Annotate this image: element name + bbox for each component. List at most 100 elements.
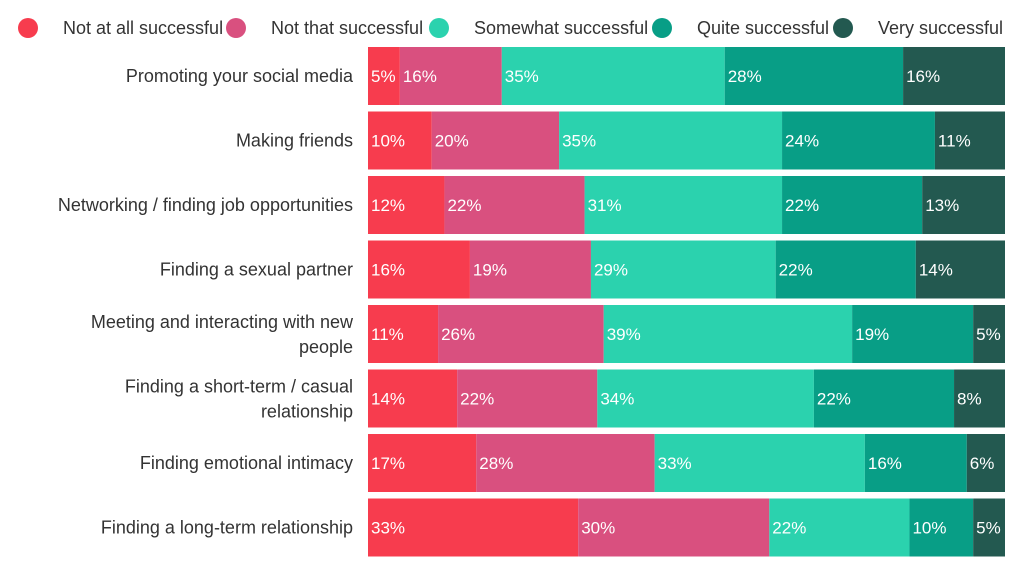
category-label: Finding emotional intimacy <box>140 453 353 473</box>
data-label: 28% <box>479 454 513 473</box>
data-label: 11% <box>938 132 971 151</box>
data-label: 26% <box>441 325 475 344</box>
bar-segment-not-at-all-successful <box>368 111 432 170</box>
bar-row-finding-a-long-term-relationship: 33% 30% 22% 10% 5% <box>368 498 1005 557</box>
data-label: 22% <box>817 390 851 409</box>
bar-segment-somewhat-successful <box>501 47 725 105</box>
bar-row-meeting-and-interacting-with-new-people: 11% 26% 39% 19% 5% <box>368 305 1005 363</box>
data-label: 19% <box>473 261 507 280</box>
bar-segment-not-that-successful <box>444 176 585 234</box>
data-label: 30% <box>581 519 615 538</box>
legend-swatch-somewhat-successful <box>429 18 449 38</box>
data-label: 33% <box>658 454 692 473</box>
category-label-line: relationship <box>261 402 353 422</box>
legend-item-not-that-successful: Not that successful <box>226 18 423 38</box>
category-label: Promoting your social media <box>126 66 354 86</box>
legend-label: Somewhat successful <box>474 18 648 38</box>
category-label-line: Finding a long-term relationship <box>101 518 353 538</box>
data-label: 12% <box>371 196 405 215</box>
data-label: 28% <box>728 67 762 86</box>
bar-segment-quite-successful <box>724 47 904 105</box>
data-label: 13% <box>925 196 959 215</box>
bar-segment-very-successful <box>922 176 1005 234</box>
data-label: 39% <box>607 325 641 344</box>
data-label: 34% <box>600 390 634 409</box>
bar-row-networking-finding-job-opportunities: 12% 22% 31% 22% 13% <box>368 176 1005 234</box>
data-label: 10% <box>371 132 405 151</box>
bar-segment-somewhat-successful <box>769 498 910 557</box>
category-label-line: Finding emotional intimacy <box>140 453 353 473</box>
data-label: 29% <box>594 261 628 280</box>
legend-swatch-very-successful <box>833 18 853 38</box>
legend-swatch-not-at-all-successful <box>18 18 38 38</box>
bar-segment-not-at-all-successful <box>368 305 439 363</box>
bar-segment-not-that-successful <box>457 369 598 428</box>
category-labels: Promoting your social media Making friend… <box>58 66 354 538</box>
bar-segment-somewhat-successful <box>584 176 783 234</box>
bar-row-promoting-your-social-media: 5% 16% 35% 28% 16% <box>368 47 1005 105</box>
data-label: 35% <box>562 132 596 151</box>
data-label: 5% <box>976 519 1001 538</box>
bar-segment-not-that-successful <box>476 434 655 492</box>
data-label: 22% <box>460 390 494 409</box>
data-label: 35% <box>505 67 539 86</box>
legend: Not at all successful Not that successful… <box>18 18 1003 38</box>
bar-segment-not-at-all-successful <box>368 176 445 234</box>
bar-segment-very-successful <box>915 240 1005 299</box>
bar-row-finding-emotional-intimacy: 17% 28% 33% 16% 6% <box>368 434 1005 492</box>
category-label-line: people <box>299 337 353 357</box>
bar-segment-quite-successful <box>775 240 916 299</box>
legend-label: Quite successful <box>697 18 829 38</box>
bar-row-making-friends: 10% 20% 35% 24% 11% <box>368 111 1005 170</box>
data-label: 33% <box>371 519 405 538</box>
legend-label: Not at all successful <box>63 18 223 38</box>
legend-label: Not that successful <box>271 18 423 38</box>
data-label: 20% <box>435 132 469 151</box>
data-label: 14% <box>371 390 405 409</box>
bar-segment-quite-successful <box>909 498 974 557</box>
bars: 5% 16% 35% 28% 16% 10% 20% 35% 24% 11% 12% 22% 31% 22… <box>368 47 1005 557</box>
bar-segment-not-that-successful <box>431 111 560 170</box>
bar-segment-somewhat-successful <box>603 305 853 363</box>
data-label: 10% <box>912 519 946 538</box>
bar-segment-very-successful <box>954 369 1005 428</box>
bar-row-finding-a-short-term-casual-relationship: 14% 22% 34% 22% 8% <box>368 369 1005 428</box>
bar-segment-very-successful <box>966 434 1005 492</box>
legend-item-quite-successful: Quite successful <box>652 18 829 38</box>
data-label: 17% <box>371 454 405 473</box>
bar-row-finding-a-sexual-partner: 16% 19% 29% 22% 14% <box>368 240 1005 299</box>
bar-segment-very-successful <box>903 47 1005 105</box>
bar-segment-not-at-all-successful <box>368 498 579 557</box>
bar-segment-quite-successful <box>813 369 955 428</box>
data-label: 19% <box>855 325 889 344</box>
data-label: 22% <box>785 196 819 215</box>
bar-segment-somewhat-successful <box>559 111 783 170</box>
legend-swatch-quite-successful <box>652 18 672 38</box>
category-label-line: Making friends <box>236 131 353 151</box>
data-label: 11% <box>371 325 404 344</box>
data-label: 14% <box>919 261 953 280</box>
legend-label: Very successful <box>878 18 1003 38</box>
bar-segment-somewhat-successful <box>590 240 776 299</box>
legend-swatch-not-that-successful <box>226 18 246 38</box>
data-label: 24% <box>785 132 819 151</box>
bar-segment-very-successful <box>934 111 1005 170</box>
bar-segment-quite-successful <box>782 111 935 170</box>
bar-segment-not-at-all-successful <box>368 240 470 299</box>
category-label-line: Meeting and interacting with new <box>91 312 354 332</box>
bar-segment-somewhat-successful <box>597 369 814 428</box>
bar-segment-very-successful <box>973 305 1005 363</box>
data-label: 16% <box>906 67 940 86</box>
data-label: 6% <box>970 454 995 473</box>
data-label: 16% <box>868 454 902 473</box>
legend-item-very-successful: Very successful <box>833 18 1003 38</box>
category-label-line: Networking / finding job opportunities <box>58 195 353 215</box>
category-label: Networking / finding job opportunities <box>58 195 353 215</box>
bar-segment-not-that-successful <box>399 47 502 105</box>
bar-segment-quite-successful <box>852 305 974 363</box>
category-label-line: Finding a sexual partner <box>160 260 353 280</box>
bar-segment-not-that-successful <box>469 240 591 299</box>
category-label: Meeting and interacting with new people <box>91 312 354 357</box>
bar-segment-quite-successful <box>782 176 923 234</box>
